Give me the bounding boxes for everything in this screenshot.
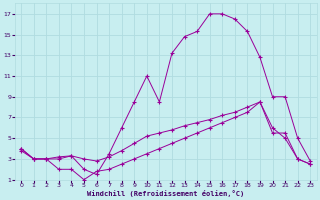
- X-axis label: Windchill (Refroidissement éolien,°C): Windchill (Refroidissement éolien,°C): [87, 190, 244, 197]
